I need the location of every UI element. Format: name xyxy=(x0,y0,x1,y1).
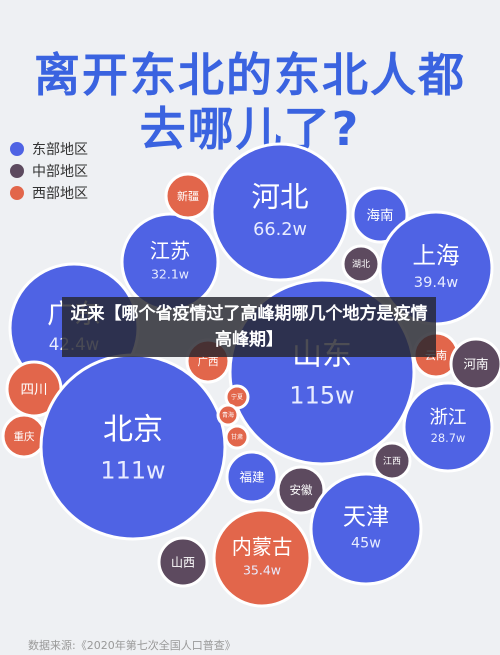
bubble-22: 内蒙古 35.4w xyxy=(212,508,312,608)
legend: 东部地区 中部地区 西部地区 xyxy=(10,138,88,204)
bubble-name: 河南 xyxy=(463,357,488,372)
legend-label-central: 中部地区 xyxy=(32,164,88,180)
bubble-name: 四川 xyxy=(21,382,48,398)
bubble-name: 内蒙古 xyxy=(232,535,293,559)
bubble-circle xyxy=(449,337,500,391)
source-note: 数据来源:《2020年第七次全国人口普查》 xyxy=(28,639,236,652)
legend-dot-west xyxy=(10,186,24,200)
chart-title: 离开东北的东北人都 去哪儿了? xyxy=(0,48,500,156)
bubble-name: 北京 xyxy=(103,413,163,448)
legend-item-central: 中部地区 xyxy=(10,160,88,182)
bubble-name: 广西 xyxy=(198,356,219,368)
bubble-name: 河北 xyxy=(251,180,308,214)
bubble-19: 福建 xyxy=(225,450,279,504)
bubble-value: 32.1w xyxy=(151,266,189,281)
bubble-circle xyxy=(309,472,423,586)
bubble-name: 安徽 xyxy=(290,483,313,497)
bubble-name: 江西 xyxy=(383,456,401,467)
bubble-17: 浙江 28.7w xyxy=(402,381,494,473)
bubble-3: 江苏 32.1w xyxy=(120,212,220,312)
bubble-circle xyxy=(402,381,494,473)
legend-dot-central xyxy=(10,164,24,178)
title-line-2: 去哪儿了? xyxy=(139,102,361,156)
bubble-23: 山西 xyxy=(157,536,209,588)
bubble-value: 28.7w xyxy=(431,431,466,445)
bubble-20: 安徽 xyxy=(276,465,326,515)
overlay-banner: 近来【哪个省疫情过了高峰期哪几个地方是疫情高峰期】 xyxy=(62,297,436,357)
title-line-1: 离开东北的东北人都 xyxy=(34,48,466,102)
bubble-value: 115w xyxy=(289,381,354,409)
bubble-name: 甘肃 xyxy=(231,433,243,441)
bubble-circle xyxy=(225,450,279,504)
bubble-circle xyxy=(212,508,312,608)
bubble-value: 39.4w xyxy=(414,274,458,291)
bubble-name: 福建 xyxy=(239,470,265,485)
bubble-name: 重庆 xyxy=(14,430,35,443)
bubble-4: 新疆 xyxy=(164,172,212,220)
bubble-value: 35.4w xyxy=(243,562,281,577)
bubble-name: 江苏 xyxy=(150,239,190,263)
legend-item-west: 西部地区 xyxy=(10,182,88,204)
bubble-value: 45w xyxy=(351,536,381,552)
bubble-13: 北京 111w xyxy=(39,353,227,541)
bubble-circle xyxy=(210,142,350,282)
legend-label-east: 东部地区 xyxy=(32,142,88,158)
bubble-21: 天津 45w xyxy=(309,472,423,586)
bubble-circle xyxy=(341,244,381,284)
bubble-name: 海南 xyxy=(367,208,394,224)
bubble-name: 宁夏 xyxy=(231,393,243,401)
bubble-value: 66.2w xyxy=(253,220,307,240)
bubble-circle xyxy=(224,424,250,450)
bubble-12: 重庆 xyxy=(1,413,47,459)
bubble-5: 湖北 xyxy=(341,244,381,284)
bubble-circle xyxy=(351,186,409,244)
bubble-name: 湖北 xyxy=(352,259,370,270)
bubble-circle xyxy=(276,465,326,515)
bubble-value: 111w xyxy=(100,456,165,484)
bubble-circle xyxy=(216,403,240,427)
bubble-circle xyxy=(157,536,209,588)
bubble-name: 上海 xyxy=(413,242,460,270)
bubble-18: 江西 xyxy=(372,441,412,481)
bubble-15: 青海 xyxy=(216,403,240,427)
overlay-text: 近来【哪个省疫情过了高峰期哪几个地方是疫情高峰期】 xyxy=(70,304,428,350)
bubble-name: 天津 xyxy=(343,505,389,531)
bubble-name: 山西 xyxy=(171,555,195,569)
bubble-circle xyxy=(164,172,212,220)
legend-item-east: 东部地区 xyxy=(10,138,88,160)
bubble-0: 河北 66.2w xyxy=(210,142,350,282)
bubble-10: 河南 xyxy=(449,337,500,391)
bubble-16: 甘肃 xyxy=(224,424,250,450)
bubble-1: 海南 xyxy=(351,186,409,244)
bubble-name: 青海 xyxy=(222,411,234,419)
bubble-name: 浙江 xyxy=(429,407,466,428)
legend-dot-east xyxy=(10,142,24,156)
bubble-name: 新疆 xyxy=(177,189,199,203)
legend-label-west: 西部地区 xyxy=(32,186,88,202)
